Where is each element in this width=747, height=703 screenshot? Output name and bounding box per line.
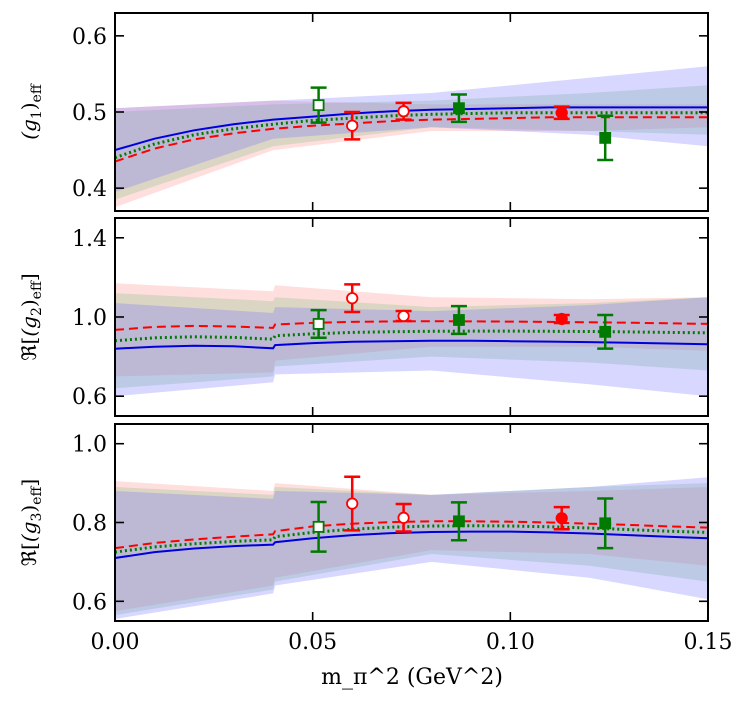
open-square-marker xyxy=(312,520,325,533)
blue-error-band xyxy=(115,66,708,192)
y-axis-label: ℜ[(g3)eff] xyxy=(17,479,45,566)
filled-circle-marker xyxy=(555,312,568,326)
filled-square-marker xyxy=(453,102,465,115)
red-error-band xyxy=(115,283,708,377)
data-point xyxy=(597,313,614,350)
panel-3: 0.6 0.8 1.0 ℜ[(g3)eff] xyxy=(17,423,709,622)
data-point xyxy=(310,86,327,124)
data-point xyxy=(344,475,361,532)
filled-square-marker xyxy=(453,515,465,528)
data-point xyxy=(553,505,570,531)
y-tick-label: 0.4 xyxy=(72,177,107,202)
ylabel-bracket: [ xyxy=(17,337,41,345)
y-tick-label: 0.5 xyxy=(72,101,107,126)
panel-1: 0.4 0.5 0.6 (g1)eff xyxy=(17,12,709,212)
panel-2: 0.6 1.0 1.4 ℜ[(g2)eff] xyxy=(17,217,709,417)
red-error-band xyxy=(115,100,708,208)
open-circle-marker xyxy=(346,119,359,132)
filled-circle-marker xyxy=(555,512,568,525)
ylabel-main: (g xyxy=(17,522,41,543)
y-tick-label: 0.6 xyxy=(72,590,107,615)
x-tick-label: 0.10 xyxy=(486,630,535,655)
blue-solid-curve xyxy=(115,530,708,559)
plot-area xyxy=(115,283,708,397)
data-point xyxy=(553,312,570,326)
data-point xyxy=(450,501,467,542)
blue-solid-curve xyxy=(115,106,708,152)
blue-solid-curve xyxy=(115,339,708,350)
y-tick-label: 1.4 xyxy=(72,227,107,252)
ylabel-eff: eff xyxy=(29,83,45,102)
ylabel-sub: 2 xyxy=(29,307,45,316)
data-point xyxy=(310,308,327,340)
open-circle-marker xyxy=(397,511,410,524)
open-square-marker xyxy=(312,318,325,330)
x-tick-label: 0.15 xyxy=(684,630,733,655)
y-tick-label: 1.0 xyxy=(72,433,107,458)
ylabel-close: ) xyxy=(17,102,41,110)
ylabel-bracket: [ xyxy=(17,542,41,550)
x-tick-label: 0.05 xyxy=(288,630,337,655)
filled-circle-marker xyxy=(555,106,568,119)
data-point xyxy=(450,93,467,124)
y-tick-label: 0.6 xyxy=(72,25,107,50)
y-tick-label: 1.0 xyxy=(72,306,107,331)
red-dashed-curve xyxy=(115,320,708,331)
green-dotted-curve xyxy=(115,111,708,160)
open-circle-marker xyxy=(346,497,359,510)
filled-square-marker xyxy=(599,325,612,338)
open-square-marker xyxy=(312,99,325,112)
green-dotted-curve xyxy=(115,329,708,343)
data-point xyxy=(597,497,614,550)
plot-area xyxy=(115,66,708,208)
ylabel-bracket: ] xyxy=(17,479,41,487)
data-point xyxy=(597,114,614,162)
data-point xyxy=(310,500,327,553)
y-tick-label: 0.8 xyxy=(72,512,107,537)
ylabel-close: ) xyxy=(17,505,41,513)
open-circle-marker xyxy=(397,105,410,118)
data-point xyxy=(344,110,361,141)
filled-square-marker xyxy=(599,131,612,144)
filled-square-marker xyxy=(599,517,612,530)
data-point xyxy=(395,502,412,533)
open-circle-marker xyxy=(397,309,410,323)
ylabel-prefix: ℜ xyxy=(17,549,41,566)
data-point xyxy=(553,105,570,121)
y-axis-label: ℜ[(g2)eff] xyxy=(17,273,45,360)
data-point xyxy=(450,304,467,336)
plot-area xyxy=(115,475,708,619)
y-tick-label: 0.6 xyxy=(72,385,107,410)
ylabel-eff: eff xyxy=(29,486,45,505)
x-tick-label: 0.00 xyxy=(91,630,140,655)
ylabel-eff: eff xyxy=(29,280,45,299)
ylabel-bracket: ] xyxy=(17,273,41,281)
ylabel-close: ) xyxy=(17,299,41,307)
ylabel-prefix: ℜ xyxy=(17,344,41,361)
x-axis-label: m_π^2 (GeV^2) xyxy=(321,665,503,690)
ylabel-sub: 1 xyxy=(29,110,45,119)
data-point xyxy=(344,283,361,314)
ylabel-main: (g xyxy=(17,119,41,140)
open-circle-marker xyxy=(346,292,359,305)
data-point xyxy=(395,309,412,323)
filled-square-marker xyxy=(453,314,465,326)
ylabel-sub: 3 xyxy=(29,513,45,522)
ylabel-main: (g xyxy=(17,316,41,337)
data-point xyxy=(395,101,412,121)
y-axis-label: (g1)eff xyxy=(17,83,45,140)
